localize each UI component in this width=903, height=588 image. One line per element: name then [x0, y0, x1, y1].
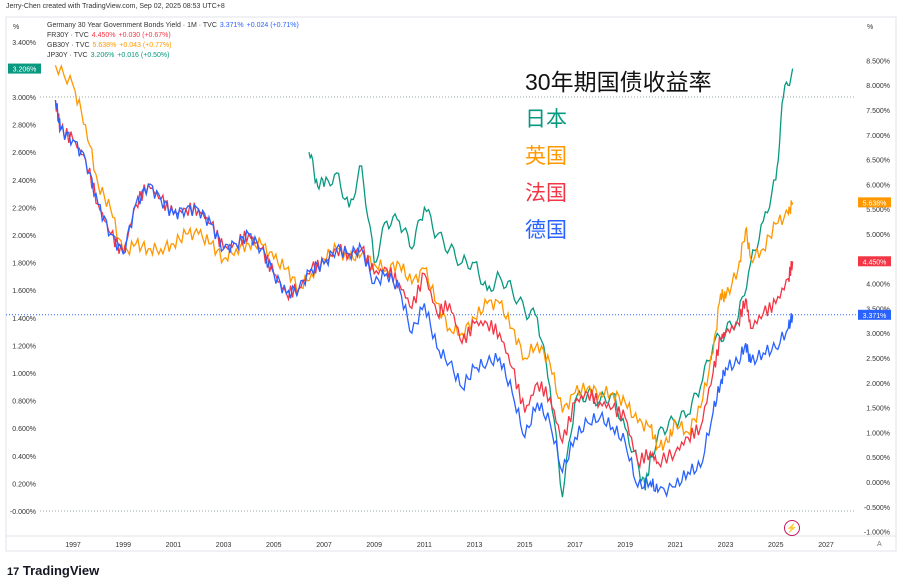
price-tag-gb30y	[858, 197, 891, 208]
legend-entry[interactable]: Germany 30 Year Government Bonds Yield ·…	[47, 21, 302, 31]
legend-change: +0.016 (+0.50%)	[117, 52, 170, 59]
left-axis-tick: 0.200%	[12, 481, 36, 488]
price-tag-de30y	[858, 309, 891, 320]
left-axis-tick: 3.000%	[12, 95, 36, 102]
annotation-label: 法国	[525, 182, 567, 205]
chart-credit: Jerry-Chen created with TradingView.com,…	[6, 3, 225, 10]
right-axis-tick: 2.500%	[866, 356, 890, 363]
left-axis-tick: 0.800%	[12, 399, 36, 406]
annotation-label: 日本	[525, 108, 567, 131]
left-axis-tick: 3.400%	[12, 40, 36, 47]
x-axis-tick: 2007	[316, 542, 332, 549]
legend-value: 3.371%	[219, 22, 244, 29]
right-axis-tick: 2.000%	[866, 381, 890, 388]
legend-entry[interactable]: FR30Y · TVC 4.450% +0.030 (+0.67%)	[47, 31, 302, 41]
x-axis-tick: 2017	[567, 542, 583, 549]
x-axis-tick: 2019	[617, 542, 633, 549]
right-axis-tick: 7.000%	[866, 133, 890, 140]
legend-name: JP30Y · TVC	[47, 52, 88, 59]
x-axis-tick: 2027	[818, 542, 834, 549]
x-axis-tick: 1997	[65, 542, 81, 549]
left-axis-tick: 2.600%	[12, 150, 36, 157]
legend-change: +0.030 (+0.67%)	[118, 32, 171, 39]
right-axis-tick: 0.000%	[866, 480, 890, 487]
series-line-de30y	[54, 100, 794, 499]
legend-value: 4.450%	[91, 32, 116, 39]
price-tag-jp30y	[8, 63, 41, 74]
right-axis-tick: 1.000%	[866, 430, 890, 437]
annotation-label: 德国	[525, 219, 567, 242]
x-axis-tick: 2013	[467, 542, 483, 549]
left-axis-tick: 1.000%	[12, 371, 36, 378]
x-axis-tick: 2009	[366, 542, 382, 549]
legend-change: +0.043 (+0.77%)	[119, 42, 172, 49]
left-axis-tick: 2.800%	[12, 123, 36, 130]
annotation-label: 英国	[525, 145, 567, 168]
left-axis-tick: 1.600%	[12, 288, 36, 295]
price-tag-fr30y	[858, 256, 891, 267]
price-tag-text: 4.450%	[863, 259, 887, 266]
right-axis-tick: 6.000%	[866, 182, 890, 189]
x-axis-tick: 2015	[517, 542, 533, 549]
auto-scale-button[interactable]: A	[877, 541, 882, 548]
x-axis-tick: 2025	[768, 542, 784, 549]
left-unit: %	[13, 24, 20, 31]
price-tag-text: 5.638%	[863, 200, 887, 207]
left-axis-tick: 2.200%	[12, 205, 36, 212]
right-axis-tick: 8.000%	[866, 83, 890, 90]
left-axis-tick: 0.400%	[12, 454, 36, 461]
left-axis-tick: 2.400%	[12, 178, 36, 185]
right-axis-tick: 5.500%	[866, 207, 890, 214]
x-axis-tick: 2011	[417, 542, 432, 549]
legend-name: Germany 30 Year Government Bonds Yield ·…	[47, 22, 217, 29]
price-tag-text: 3.206%	[13, 67, 37, 74]
right-axis-tick: 8.500%	[866, 58, 890, 65]
x-axis-tick: 2023	[718, 542, 734, 549]
left-axis-tick: 2.000%	[12, 233, 36, 240]
legend-name: FR30Y · TVC	[47, 32, 89, 39]
right-axis-tick: -0.500%	[864, 505, 890, 512]
series-line-jp30y	[308, 68, 794, 498]
legend: Germany 30 Year Government Bonds Yield ·…	[47, 21, 302, 61]
left-axis-tick: 0.600%	[12, 426, 36, 433]
legend-name: GB30Y · TVC	[47, 42, 90, 49]
right-axis-tick: -1.000%	[864, 530, 890, 537]
lightning-icon[interactable]: ⚡	[784, 520, 800, 536]
x-axis-tick: 2003	[216, 542, 232, 549]
x-axis-tick: 1999	[115, 542, 131, 549]
left-axis-tick: 1.200%	[12, 343, 36, 350]
annotation-title: 30年期国债收益率	[525, 69, 712, 95]
annotation: 30年期国债收益率 日本英国法国德国	[525, 64, 712, 249]
chart-frame	[5, 16, 897, 552]
price-tag-text: 3.371%	[863, 313, 887, 320]
series-line-gb30y	[54, 63, 794, 452]
right-axis-tick: 7.500%	[866, 108, 890, 115]
tradingview-logo: 17 TradingView	[7, 563, 100, 578]
left-axis-tick: 1.800%	[12, 261, 36, 268]
left-axis-tick: 1.400%	[12, 316, 36, 323]
right-axis-tick: 0.500%	[866, 455, 890, 462]
right-unit: %	[867, 24, 874, 31]
right-axis-tick: 3.000%	[866, 331, 890, 338]
left-axis-tick: -0.000%	[10, 509, 36, 516]
right-axis-tick: 4.000%	[866, 282, 890, 289]
legend-entry[interactable]: JP30Y · TVC 3.206% +0.016 (+0.50%)	[47, 51, 302, 61]
legend-value: 3.206%	[90, 52, 115, 59]
x-axis-tick: 2005	[266, 542, 282, 549]
right-axis-tick: 5.000%	[866, 232, 890, 239]
logo-text: TradingView	[22, 563, 100, 578]
legend-change: +0.024 (+0.71%)	[246, 22, 299, 29]
legend-value: 5.638%	[92, 42, 117, 49]
legend-entry[interactable]: GB30Y · TVC 5.638% +0.043 (+0.77%)	[47, 41, 302, 51]
x-axis-tick: 2021	[668, 542, 684, 549]
right-axis-tick: 6.500%	[866, 158, 890, 165]
series-line-fr30y	[54, 100, 794, 469]
right-axis-tick: 1.500%	[866, 406, 890, 413]
x-axis-tick: 2001	[166, 542, 182, 549]
